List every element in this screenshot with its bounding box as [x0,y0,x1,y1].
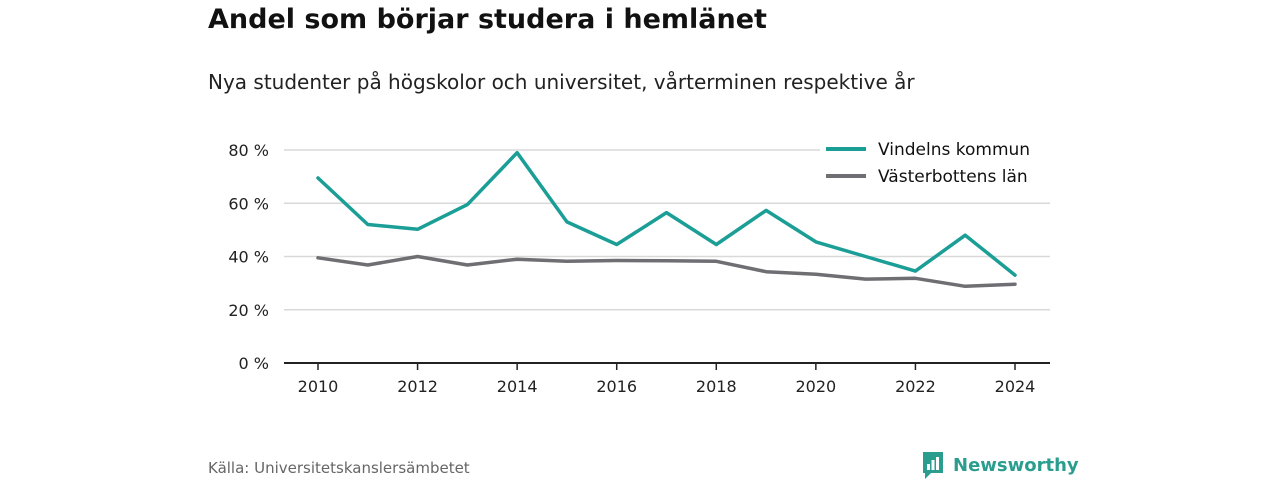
legend: Vindelns kommun Västerbottens län [820,135,1052,188]
x-tick-label: 2014 [497,377,538,396]
x-tick-label: 2018 [696,377,737,396]
chart-subtitle: Nya studenter på högskolor och universit… [208,70,915,94]
series-line-2 [316,254,1017,289]
x-tick-label: 2024 [995,377,1036,396]
brand-logo: Newsworthy [921,450,1079,480]
y-tick-label: 0 % [239,354,269,373]
x-tick-label: 2020 [795,377,836,396]
chart-title: Andel som börjar studera i hemlänet [208,4,767,35]
y-tick-label: 20 % [228,301,269,320]
y-tick-label: 80 % [228,141,269,160]
y-tick-label: 60 % [228,194,269,213]
x-axis-ticks: 2010 2012 2014 2016 2018 2020 2022 2024 [284,362,1050,396]
bar-chart-bubble-icon [923,452,943,479]
series-line-1 [316,150,1017,277]
x-tick-label: 2010 [298,377,339,396]
y-axis-ticks: 0 % 20 % 40 % 60 % 80 % [228,141,269,373]
line-chart: 0 % 20 % 40 % 60 % 80 % 2010 2012 2014 2016 2018… [228,135,1052,396]
legend-label: Västerbottens län [878,167,1028,187]
legend-label: Vindelns kommun [878,140,1030,160]
x-tick-label: 2016 [596,377,637,396]
brand-name: Newsworthy [953,454,1079,476]
y-tick-label: 40 % [228,248,269,267]
x-tick-label: 2022 [895,377,936,396]
source-note: Källa: Universitetskanslersämbetet [208,459,470,477]
x-tick-label: 2012 [397,377,438,396]
series-lines [316,150,1017,289]
